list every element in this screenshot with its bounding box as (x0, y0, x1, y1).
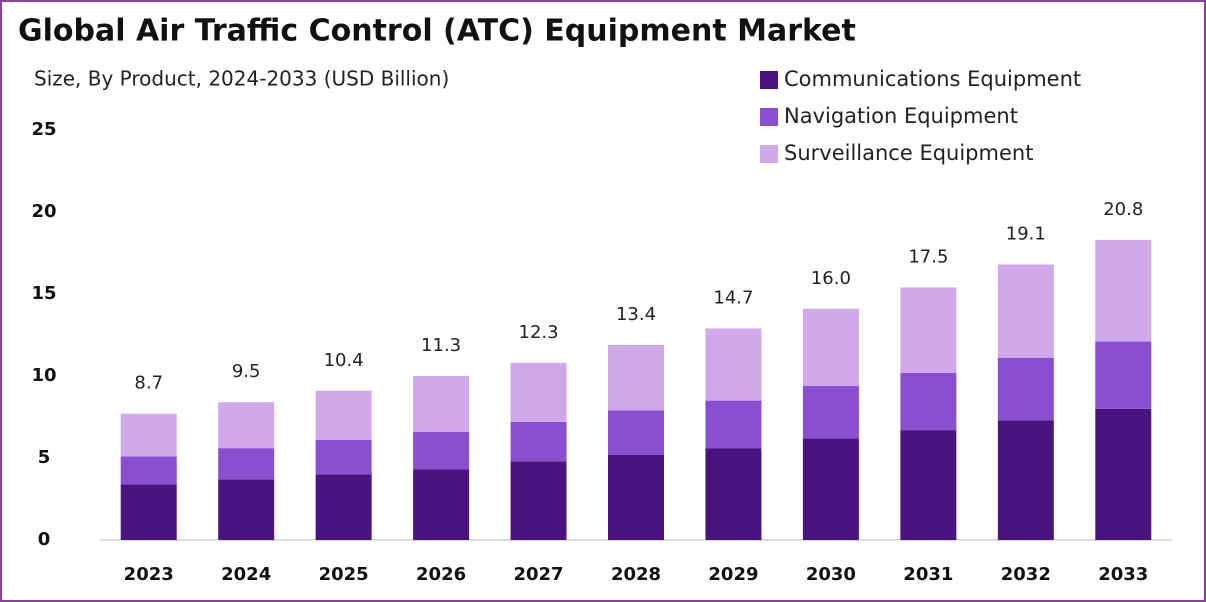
total-label: 8.7 (134, 373, 163, 394)
x-tick-label: 2029 (708, 564, 758, 585)
bar-segment (120, 484, 177, 540)
bar-segment (900, 372, 957, 431)
bar-segment (315, 439, 372, 475)
bar-segment (218, 402, 275, 449)
x-tick-label: 2024 (221, 564, 271, 585)
chart-subtitle: Size, By Product, 2024-2033 (USD Billion… (34, 67, 449, 91)
bar-segment (413, 376, 470, 432)
x-tick-label: 2032 (1001, 564, 1051, 585)
y-tick-label: 20 (31, 201, 56, 222)
total-label: 10.4 (324, 350, 364, 371)
x-tick-label: 2031 (903, 564, 953, 585)
bar-segment (120, 456, 177, 485)
y-tick-label: 10 (31, 365, 56, 386)
bar-segment (900, 430, 957, 540)
bar-segment (608, 344, 664, 411)
total-label: 11.3 (421, 335, 461, 356)
bar-segment (997, 264, 1054, 358)
bar-segment (218, 479, 275, 540)
x-tick-label: 2027 (513, 564, 563, 585)
x-tick-label: 2023 (124, 564, 174, 585)
x-tick-label: 2033 (1098, 564, 1148, 585)
bar-segment (315, 474, 372, 540)
legend-swatch (760, 145, 778, 163)
legend-label: Navigation Equipment (784, 104, 1018, 128)
total-label: 13.4 (616, 304, 656, 325)
bar-segment (705, 400, 762, 449)
bar-segment (413, 431, 470, 470)
y-tick-label: 15 (31, 283, 56, 304)
legend-swatch (760, 108, 778, 126)
x-tick-label: 2030 (806, 564, 856, 585)
bar-segment (705, 328, 762, 401)
bar-segment (802, 438, 859, 540)
bar-segment (802, 308, 859, 386)
bar-segment (608, 410, 664, 455)
total-label: 9.5 (232, 361, 261, 382)
chart-title: Global Air Traffic Control (ATC) Equipme… (18, 14, 856, 49)
total-label: 17.5 (908, 246, 948, 267)
bar-segment (413, 469, 470, 540)
y-tick-label: 0 (38, 529, 51, 550)
bar-segment (1095, 341, 1152, 409)
bar-segment (510, 461, 567, 540)
total-label: 20.8 (1103, 199, 1143, 220)
bar-segment (120, 413, 177, 457)
total-label: 19.1 (1006, 223, 1046, 244)
bar-segment (1095, 408, 1152, 540)
x-tick-label: 2025 (319, 564, 369, 585)
total-label: 14.7 (713, 287, 753, 308)
legend-label: Surveillance Equipment (784, 141, 1033, 165)
x-tick-label: 2026 (416, 564, 466, 585)
total-label: 16.0 (811, 268, 851, 289)
legend-swatch (760, 71, 778, 89)
bar-segment (510, 421, 567, 462)
total-label: 12.3 (519, 322, 559, 343)
y-tick-label: 25 (31, 119, 56, 140)
x-tick-label: 2028 (611, 564, 661, 585)
bar-segment (218, 448, 275, 480)
bar-segment (608, 454, 664, 540)
bar-segment (997, 420, 1054, 540)
bar-segment (802, 385, 859, 439)
bar-segment (997, 357, 1054, 421)
legend-label: Communications Equipment (784, 67, 1081, 91)
bar-segment (1095, 239, 1152, 342)
bar-segment (900, 287, 957, 373)
bar-segment (510, 362, 567, 422)
y-tick-label: 5 (38, 447, 51, 468)
bar-segment (315, 390, 372, 440)
bar-segment (705, 448, 762, 540)
